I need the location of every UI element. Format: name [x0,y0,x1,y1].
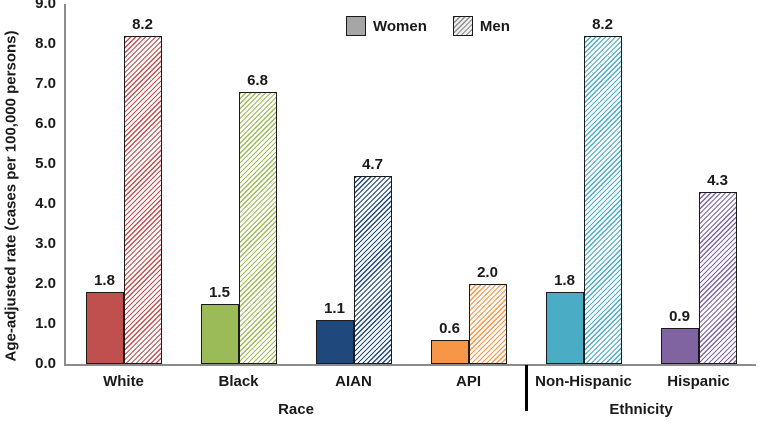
bar-value-label: 0.9 [669,308,690,325]
legend-swatch-women [346,16,366,36]
bars-container: 1.8 8.2 1.5 6.8 1.1 4.7 0.6 2.0 1.8 8.2 0.9 4.3 [66,4,756,364]
legend-item-women: Women [346,16,427,36]
bar-api-women [430,340,469,364]
bar-hispanic-women [660,328,699,364]
bar-black-women [200,304,239,364]
bar-col-black-women: 1.5 [200,4,239,364]
bar-group-api: 0.6 2.0 [411,4,526,364]
bar-group-black: 1.5 6.8 [181,4,296,364]
bar-group-white: 1.8 8.2 [66,4,181,364]
bar-white-men [123,36,162,364]
y-tick-label-5.0: 5.0 [35,155,56,172]
y-axis-tick-labels: 0.0 1.0 2.0 3.0 4.0 5.0 6.0 7.0 8.0 9.0 [6,0,56,428]
bar-col-non-hispanic-men: 8.2 [583,4,622,364]
y-tick-label-8.0: 8.0 [35,35,56,52]
bar-white-women [85,292,124,364]
bar-value-label: 0.6 [439,320,460,337]
y-tick-label-0.0: 0.0 [35,355,56,372]
y-tick-label-2.0: 2.0 [35,275,56,292]
legend-label-men: Men [479,17,510,35]
bar-black-men [238,92,277,364]
legend-label-women: Women [373,17,427,35]
x-axis-group-title-ethnicity: Ethnicity [609,401,673,418]
y-tick-label-6.0: 6.0 [35,115,56,132]
legend-item-men: Men [452,16,510,36]
bar-col-api-men: 2.0 [468,4,507,364]
race-ethnicity-divider-line [525,365,528,411]
x-category-label-black: Black [218,373,259,390]
bar-non-hispanic-men [583,36,622,364]
x-axis-group-title-race: Race [278,401,314,418]
bar-aian-men [353,176,392,364]
bar-group-aian: 1.1 4.7 [296,4,411,364]
y-tick-label-9.0: 9.0 [35,0,56,12]
plot-area: 1.8 8.2 1.5 6.8 1.1 4.7 0.6 2.0 1.8 8.2 0.9 4.3 [64,4,756,366]
bar-col-aian-women: 1.1 [315,4,354,364]
y-tick-label-4.0: 4.0 [35,195,56,212]
bar-col-black-men: 6.8 [238,4,277,364]
x-axis-category-labels: White Black AIAN API Non-Hispanic Hispanic [66,373,756,390]
bar-group-non-hispanic: 1.8 8.2 [526,4,641,364]
legend: Women Men [346,16,510,36]
x-category-label-api: API [455,373,481,390]
y-tick-label-1.0: 1.0 [35,315,56,332]
bar-col-aian-men: 4.7 [353,4,392,364]
bar-hispanic-men [698,192,737,364]
y-tick-label-7.0: 7.0 [35,75,56,92]
bar-col-hispanic-women: 0.9 [660,4,699,364]
bar-value-label: 1.1 [324,300,345,317]
legend-swatch-men [452,16,473,36]
bar-col-hispanic-men: 4.3 [698,4,737,364]
bar-col-api-women: 0.6 [430,4,469,364]
bar-value-label: 1.8 [554,272,575,289]
bar-non-hispanic-women [545,292,584,364]
bar-value-label: 8.2 [132,16,153,33]
x-category-label-non-hispanic: Non-Hispanic [535,373,632,390]
bar-col-white-men: 8.2 [123,4,162,364]
bar-value-label: 1.8 [94,272,115,289]
x-category-label-white: White [103,373,144,390]
bar-value-label: 1.5 [209,284,230,301]
bar-group-hispanic: 0.9 4.3 [641,4,756,364]
bar-value-label: 2.0 [477,264,498,281]
bar-value-label: 4.7 [362,156,383,173]
bar-value-label: 8.2 [592,16,613,33]
bar-col-white-women: 1.8 [85,4,124,364]
x-category-label-hispanic: Hispanic [667,373,730,390]
x-category-label-aian: AIAN [335,373,372,390]
bar-value-label: 6.8 [247,72,268,89]
bar-aian-women [315,320,354,364]
bar-value-label: 4.3 [707,172,728,189]
bar-col-non-hispanic-women: 1.8 [545,4,584,364]
bar-api-men [468,284,507,364]
y-tick-label-3.0: 3.0 [35,235,56,252]
